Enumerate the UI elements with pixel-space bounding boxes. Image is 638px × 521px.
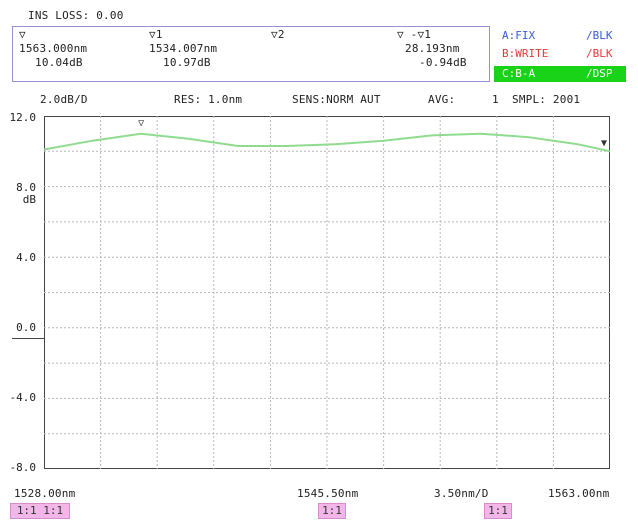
trace-b-name: B:WRITE	[502, 47, 549, 60]
y-axis-unit: dB	[22, 193, 36, 206]
marker-overlay: ▽ ▼	[138, 118, 607, 149]
y-tick-minus-8: -8.0	[9, 461, 37, 474]
trace-b-row[interactable]: B:WRITE /BLK	[494, 46, 626, 62]
y-tick-4: 4.0	[16, 251, 36, 264]
reference-level-marker	[12, 338, 44, 339]
marker-info-box: ▽ 1563.000nm 10.04dB ▽1 1534.007nm 10.97…	[12, 26, 490, 82]
sensitivity-readout: SENS:NORM AUT	[292, 93, 381, 106]
trace-c-series	[44, 132, 610, 153]
marker-1-label: ▽1	[149, 28, 163, 41]
y-tick-minus-4: -4.0	[9, 391, 37, 404]
y-tick-0: 0.0	[16, 321, 36, 334]
trace-c-row[interactable]: C:B-A /DSP	[494, 66, 626, 82]
marker-0-wavelength: 1563.000nm	[19, 42, 88, 55]
marker-1-flag: ▽	[138, 118, 144, 129]
x-start-label: 1528.00nm	[14, 487, 76, 500]
trace-a-mode: /BLK	[586, 29, 613, 42]
average-value: 1	[492, 93, 499, 106]
marker-2-label: ▽2	[271, 28, 285, 41]
marker-0-label: ▽	[19, 28, 26, 41]
trace-c-name: C:B-A	[502, 67, 536, 80]
delta-marker-wavelength: 28.193nm	[405, 42, 460, 55]
trace-line	[44, 132, 610, 153]
sampling-readout: SMPL: 2001	[512, 93, 581, 106]
trace-legend: A:FIX /BLK B:WRITE /BLK C:B-A /DSP	[494, 26, 626, 84]
trace-b-mode: /BLK	[586, 47, 613, 60]
marker-0-level: 10.04dB	[35, 56, 83, 69]
y-tick-8: 8.0	[16, 181, 36, 194]
spectrum-plot[interactable]: ▽ ▼	[44, 116, 610, 469]
resolution-readout: RES: 1.0nm	[174, 93, 243, 106]
x-stop-label: 1563.00nm	[548, 487, 610, 500]
scale-readout: 2.0dB/D	[40, 93, 88, 106]
delta-marker-label: ▽ -▽1	[397, 28, 432, 41]
plot-grid	[44, 116, 610, 469]
delta-marker-level: -0.94dB	[419, 56, 467, 69]
softkey-center[interactable]: 1:1	[318, 503, 346, 519]
softkey-left[interactable]: 1:1 1:1	[10, 503, 70, 519]
x-span-per-div: 3.50nm/D	[434, 487, 489, 500]
marker-1-level: 10.97dB	[163, 56, 211, 69]
softkey-right[interactable]: 1:1	[484, 503, 512, 519]
y-tick-12: 12.0	[9, 111, 37, 124]
trace-c-mode: /DSP	[586, 67, 613, 80]
x-center-label: 1545.50nm	[297, 487, 359, 500]
trace-a-name: A:FIX	[502, 29, 536, 42]
trace-a-row[interactable]: A:FIX /BLK	[494, 28, 626, 44]
ins-loss-readout: INS LOSS: 0.00	[28, 9, 124, 22]
average-label: AVG:	[428, 93, 456, 106]
marker-0-flag: ▼	[601, 138, 607, 149]
marker-1-wavelength: 1534.007nm	[149, 42, 218, 55]
